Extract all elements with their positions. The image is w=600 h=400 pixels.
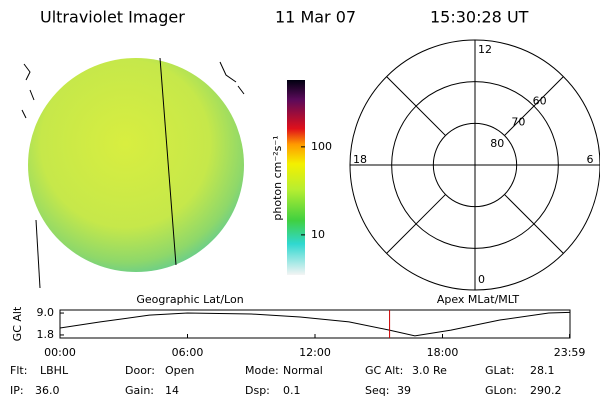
mlt-label: 12 bbox=[478, 43, 492, 56]
x-tick-label: 23:59 bbox=[554, 346, 586, 359]
field-label: Door: bbox=[125, 364, 155, 377]
instrument: Ultraviolet Imager bbox=[40, 8, 185, 27]
colorbar bbox=[287, 80, 305, 275]
mlt-label: 0 bbox=[478, 273, 485, 286]
field-label: Flt: bbox=[10, 364, 27, 377]
x-tick-label: 12:00 bbox=[299, 346, 331, 359]
colorbar-tick-label: 10 bbox=[311, 228, 325, 241]
x-tick-label: 18:00 bbox=[427, 346, 459, 359]
left-title: Geographic Lat/Lon bbox=[136, 293, 243, 306]
altitude-line bbox=[59, 311, 570, 337]
y-tick-label: 1.8 bbox=[37, 328, 55, 341]
colorbar-tick-label: 100 bbox=[311, 140, 332, 153]
colorbar-label: photon cm⁻²s⁻¹ bbox=[271, 135, 284, 220]
x-tick-label: 00:00 bbox=[44, 346, 76, 359]
field-value: 0.1 bbox=[283, 384, 301, 397]
field-value: Normal bbox=[283, 364, 323, 377]
field-label: GC Alt: bbox=[365, 364, 403, 377]
field-label: Gain: bbox=[125, 384, 154, 397]
y-axis-label: GC Alt bbox=[11, 306, 24, 341]
field-label: Seq: bbox=[365, 384, 389, 397]
altitude-frame bbox=[59, 309, 571, 339]
field-label: Mode: bbox=[245, 364, 279, 377]
lat-label: 60 bbox=[533, 94, 547, 107]
field-value: 28.1 bbox=[530, 364, 555, 377]
field-label: GLon: bbox=[485, 384, 517, 397]
field-value: 14 bbox=[165, 384, 179, 397]
right-title: Apex MLat/MLT bbox=[437, 293, 520, 306]
mlt-label: 18 bbox=[353, 153, 367, 166]
mlt-label: 6 bbox=[587, 153, 594, 166]
field-value: 3.0 Re bbox=[412, 364, 447, 377]
x-tick-label: 06:00 bbox=[172, 346, 204, 359]
y-tick-label: 9.0 bbox=[37, 306, 55, 319]
time: 15:30:28 UT bbox=[430, 8, 529, 27]
field-label: IP: bbox=[10, 384, 24, 397]
field-value: 290.2 bbox=[530, 384, 562, 397]
earth-image bbox=[21, 57, 245, 289]
lat-label: 70 bbox=[511, 116, 525, 129]
field-value: 36.0 bbox=[35, 384, 60, 397]
field-value: LBHL bbox=[40, 364, 69, 377]
field-label: GLat: bbox=[485, 364, 514, 377]
lat-label: 80 bbox=[490, 137, 504, 150]
field-label: Dsp: bbox=[245, 384, 270, 397]
field-value: 39 bbox=[397, 384, 411, 397]
date: 11 Mar 07 bbox=[275, 8, 356, 27]
field-value: Open bbox=[165, 364, 194, 377]
